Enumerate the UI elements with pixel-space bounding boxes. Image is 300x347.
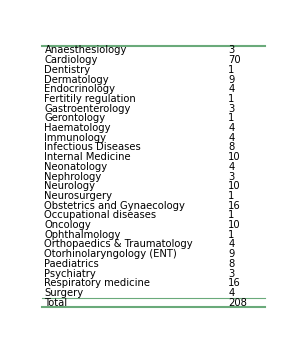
Text: 1: 1	[228, 191, 235, 201]
Text: Oncology: Oncology	[44, 220, 91, 230]
Text: Total: Total	[44, 298, 68, 308]
Text: 8: 8	[228, 143, 234, 152]
Text: 10: 10	[228, 220, 241, 230]
Text: Gerontology: Gerontology	[44, 113, 106, 124]
Text: 9: 9	[228, 75, 235, 85]
Text: 4: 4	[228, 123, 234, 133]
Text: Surgery: Surgery	[44, 288, 84, 298]
Text: Endocrinology: Endocrinology	[44, 84, 116, 94]
Text: Gastroenterology: Gastroenterology	[44, 104, 131, 114]
Text: 3: 3	[228, 269, 234, 279]
Text: Neurology: Neurology	[44, 181, 95, 191]
Text: 208: 208	[228, 298, 247, 308]
Text: Neurosurgery: Neurosurgery	[44, 191, 112, 201]
Text: Orthopaedics & Traumatology: Orthopaedics & Traumatology	[44, 239, 193, 249]
Text: 3: 3	[228, 45, 234, 56]
Text: Anaesthesiology: Anaesthesiology	[44, 45, 127, 56]
Text: Obstetrics and Gynaecology: Obstetrics and Gynaecology	[44, 201, 185, 211]
Text: Infectious Diseases: Infectious Diseases	[44, 143, 141, 152]
Text: Respiratory medicine: Respiratory medicine	[44, 278, 151, 288]
Text: 3: 3	[228, 104, 234, 114]
Text: 1: 1	[228, 94, 235, 104]
Text: Otorhinolaryngology (ENT): Otorhinolaryngology (ENT)	[44, 249, 177, 259]
Text: Haematology: Haematology	[44, 123, 111, 133]
Text: 4: 4	[228, 133, 234, 143]
Text: 4: 4	[228, 288, 234, 298]
Text: 4: 4	[228, 84, 234, 94]
Text: Nephrology: Nephrology	[44, 171, 102, 181]
Text: Neonatology: Neonatology	[44, 162, 108, 172]
Text: Psychiatry: Psychiatry	[44, 269, 96, 279]
Text: 1: 1	[228, 113, 235, 124]
Text: Ophthalmology: Ophthalmology	[44, 230, 121, 240]
Text: 9: 9	[228, 249, 235, 259]
Text: 1: 1	[228, 210, 235, 220]
Text: Dermatology: Dermatology	[44, 75, 109, 85]
Text: Paediatrics: Paediatrics	[44, 259, 99, 269]
Text: 1: 1	[228, 230, 235, 240]
Text: Dentistry: Dentistry	[44, 65, 91, 75]
Text: 8: 8	[228, 259, 234, 269]
Text: Cardiology: Cardiology	[44, 55, 98, 65]
Text: 16: 16	[228, 278, 241, 288]
Text: 10: 10	[228, 152, 241, 162]
Text: Immunology: Immunology	[44, 133, 106, 143]
Text: Occupational diseases: Occupational diseases	[44, 210, 157, 220]
Text: Fertitily regulation: Fertitily regulation	[44, 94, 136, 104]
Text: 10: 10	[228, 181, 241, 191]
Text: 16: 16	[228, 201, 241, 211]
Text: 4: 4	[228, 239, 234, 249]
Text: 70: 70	[228, 55, 241, 65]
Text: 4: 4	[228, 162, 234, 172]
Text: 3: 3	[228, 171, 234, 181]
Text: Internal Medicine: Internal Medicine	[44, 152, 131, 162]
Text: 1: 1	[228, 65, 235, 75]
